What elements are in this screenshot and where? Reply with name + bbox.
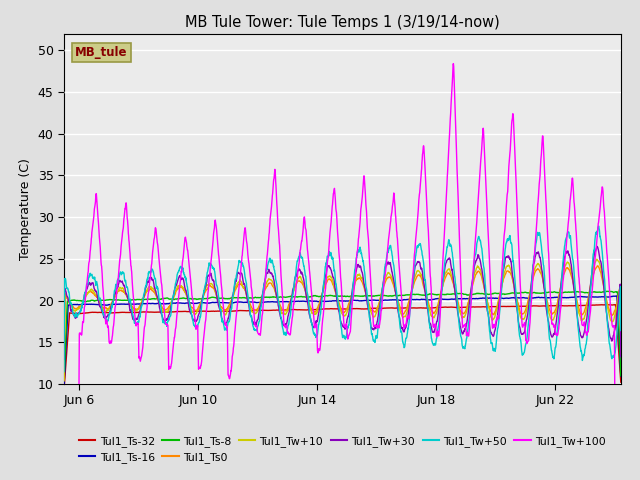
Tul1_Tw+30 bbox=[499, 273, 506, 278]
Tul1_Tw+50 bbox=[316, 313, 324, 319]
Tul1_Tw+10 bbox=[331, 286, 339, 292]
Tul1_Ts-32 bbox=[601, 302, 609, 308]
Tul1_Tw+50 bbox=[60, 369, 68, 374]
Tul1_Ts-32 bbox=[499, 303, 506, 309]
Tul1_Tw+100 bbox=[617, 464, 625, 470]
Line: Tul1_Ts-8: Tul1_Ts-8 bbox=[64, 291, 621, 381]
Tul1_Tw+30 bbox=[601, 293, 609, 299]
Tul1_Ts-8 bbox=[600, 289, 608, 295]
Tul1_Tw+50 bbox=[617, 328, 625, 334]
Tul1_Ts-32 bbox=[60, 387, 68, 393]
Tul1_Tw+10 bbox=[60, 377, 68, 383]
Tul1_Tw+100 bbox=[601, 219, 609, 225]
Legend: Tul1_Ts-32, Tul1_Ts-16, Tul1_Ts-8, Tul1_Ts0, Tul1_Tw+10, Tul1_Tw+30, Tul1_Tw+50,: Tul1_Ts-32, Tul1_Ts-16, Tul1_Ts-8, Tul1_… bbox=[75, 432, 610, 468]
Tul1_Ts-8 bbox=[316, 294, 324, 300]
Tul1_Ts-8 bbox=[331, 293, 339, 299]
Tul1_Tw+50 bbox=[88, 275, 96, 280]
Tul1_Tw+100 bbox=[60, 466, 68, 471]
Tul1_Ts-8 bbox=[603, 288, 611, 294]
Tul1_Tw+50 bbox=[331, 269, 339, 275]
Title: MB Tule Tower: Tule Temps 1 (3/19/14-now): MB Tule Tower: Tule Temps 1 (3/19/14-now… bbox=[185, 15, 500, 30]
Line: Tul1_Ts-32: Tul1_Ts-32 bbox=[64, 305, 621, 390]
Tul1_Ts0 bbox=[601, 290, 609, 296]
Tul1_Ts0 bbox=[316, 298, 324, 304]
Tul1_Ts-32 bbox=[88, 310, 96, 315]
Tul1_Ts-32 bbox=[600, 302, 608, 308]
Tul1_Tw+30 bbox=[331, 283, 339, 288]
Tul1_Tw+30 bbox=[617, 354, 625, 360]
Tul1_Tw+50 bbox=[595, 223, 603, 229]
Line: Tul1_Tw+100: Tul1_Tw+100 bbox=[64, 64, 621, 470]
Tul1_Tw+30 bbox=[601, 296, 609, 302]
Tul1_Ts0 bbox=[499, 280, 506, 286]
Tul1_Ts-16 bbox=[600, 294, 608, 300]
Tul1_Ts-32 bbox=[611, 302, 619, 308]
Line: Tul1_Tw+50: Tul1_Tw+50 bbox=[64, 226, 621, 372]
Tul1_Tw+10 bbox=[593, 256, 601, 262]
Tul1_Tw+50 bbox=[601, 283, 609, 289]
Tul1_Ts-16 bbox=[617, 373, 625, 379]
Tul1_Ts-32 bbox=[617, 379, 625, 385]
Tul1_Ts-16 bbox=[499, 295, 506, 301]
Tul1_Tw+50 bbox=[499, 276, 506, 282]
Tul1_Ts-32 bbox=[316, 307, 324, 312]
Line: Tul1_Ts-16: Tul1_Ts-16 bbox=[64, 296, 621, 386]
Tul1_Tw+30 bbox=[593, 243, 601, 249]
Tul1_Ts-16 bbox=[60, 384, 68, 389]
Tul1_Ts0 bbox=[88, 290, 96, 296]
Tul1_Tw+100 bbox=[499, 257, 506, 263]
Tul1_Tw+30 bbox=[316, 304, 324, 310]
Tul1_Tw+100 bbox=[316, 347, 324, 352]
Tul1_Ts-8 bbox=[60, 378, 68, 384]
Tul1_Tw+30 bbox=[88, 280, 96, 286]
Tul1_Ts-32 bbox=[331, 306, 339, 312]
Tul1_Tw+10 bbox=[601, 290, 609, 296]
Line: Tul1_Ts0: Tul1_Ts0 bbox=[64, 266, 621, 381]
Tul1_Tw+10 bbox=[88, 288, 96, 293]
Tul1_Ts0 bbox=[331, 287, 339, 293]
Tul1_Tw+100 bbox=[601, 215, 609, 220]
Tul1_Ts0 bbox=[617, 351, 625, 357]
Tul1_Ts-16 bbox=[88, 301, 96, 307]
Y-axis label: Temperature (C): Temperature (C) bbox=[19, 158, 32, 260]
Tul1_Ts0 bbox=[601, 289, 609, 295]
Tul1_Tw+10 bbox=[499, 279, 506, 285]
Tul1_Ts-16 bbox=[601, 294, 609, 300]
Tul1_Ts-8 bbox=[499, 291, 506, 297]
Tul1_Tw+10 bbox=[617, 341, 625, 347]
Tul1_Ts-16 bbox=[331, 298, 339, 304]
Tul1_Ts0 bbox=[593, 263, 601, 269]
Text: MB_tule: MB_tule bbox=[75, 47, 127, 60]
Tul1_Ts-16 bbox=[316, 299, 324, 304]
Tul1_Ts-8 bbox=[88, 297, 96, 303]
Tul1_Ts-16 bbox=[612, 293, 620, 299]
Tul1_Tw+100 bbox=[449, 61, 457, 67]
Tul1_Ts-8 bbox=[601, 289, 609, 295]
Tul1_Tw+50 bbox=[601, 277, 609, 283]
Tul1_Tw+10 bbox=[601, 287, 609, 293]
Tul1_Tw+100 bbox=[88, 225, 96, 231]
Tul1_Ts-8 bbox=[617, 373, 625, 379]
Tul1_Tw+100 bbox=[613, 468, 621, 473]
Tul1_Tw+100 bbox=[331, 189, 339, 195]
Tul1_Tw+30 bbox=[60, 357, 68, 362]
Tul1_Ts0 bbox=[60, 378, 68, 384]
Tul1_Tw+10 bbox=[316, 300, 324, 306]
Line: Tul1_Tw+10: Tul1_Tw+10 bbox=[64, 259, 621, 380]
Line: Tul1_Tw+30: Tul1_Tw+30 bbox=[64, 246, 621, 360]
